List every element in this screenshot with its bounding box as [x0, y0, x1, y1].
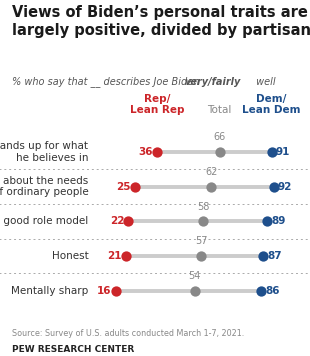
Text: 22: 22	[110, 216, 124, 226]
Point	[261, 253, 266, 259]
Text: 58: 58	[197, 201, 209, 211]
Point	[126, 218, 131, 224]
Point	[259, 288, 264, 294]
Point	[271, 184, 276, 189]
Text: 36: 36	[139, 147, 153, 157]
Text: well: well	[253, 77, 276, 87]
Text: Dem/
Lean Dem: Dem/ Lean Dem	[242, 94, 301, 115]
Point	[192, 288, 197, 294]
Point	[198, 253, 203, 259]
Point	[113, 288, 118, 294]
Text: 21: 21	[108, 251, 122, 261]
Text: Cares about the needs
of ordinary people: Cares about the needs of ordinary people	[0, 176, 88, 197]
Text: Rep/
Lean Rep: Rep/ Lean Rep	[130, 94, 185, 115]
Text: 62: 62	[205, 167, 218, 177]
Point	[209, 184, 214, 189]
Text: Source: Survey of U.S. adults conducted March 1-7, 2021.: Source: Survey of U.S. adults conducted …	[12, 329, 245, 338]
Text: A good role model: A good role model	[0, 216, 88, 226]
Text: very/fairly: very/fairly	[184, 77, 241, 87]
Text: 86: 86	[265, 286, 280, 296]
Text: Mentally sharp: Mentally sharp	[11, 286, 88, 296]
Text: 89: 89	[272, 216, 286, 226]
Text: 66: 66	[214, 132, 226, 142]
Point	[201, 218, 206, 224]
Text: % who say that __ describes Joe Biden: % who say that __ describes Joe Biden	[12, 77, 203, 88]
Text: 25: 25	[116, 182, 131, 192]
Text: 91: 91	[276, 147, 290, 157]
Point	[265, 218, 270, 224]
Point	[155, 149, 160, 155]
Text: Views of Biden’s personal traits are
largely positive, divided by partisanship: Views of Biden’s personal traits are lar…	[12, 5, 310, 38]
Text: 87: 87	[268, 251, 282, 261]
Text: Stands up for what
he believes in: Stands up for what he believes in	[0, 141, 88, 163]
Point	[217, 149, 222, 155]
Text: 92: 92	[278, 182, 292, 192]
Point	[124, 253, 129, 259]
Text: 54: 54	[188, 271, 201, 281]
Text: PEW RESEARCH CENTER: PEW RESEARCH CENTER	[12, 345, 135, 354]
Point	[132, 184, 137, 189]
Text: 16: 16	[97, 286, 112, 296]
Text: Total: Total	[207, 105, 232, 115]
Point	[269, 149, 274, 155]
Text: Honest: Honest	[51, 251, 88, 261]
Text: 57: 57	[195, 236, 207, 246]
